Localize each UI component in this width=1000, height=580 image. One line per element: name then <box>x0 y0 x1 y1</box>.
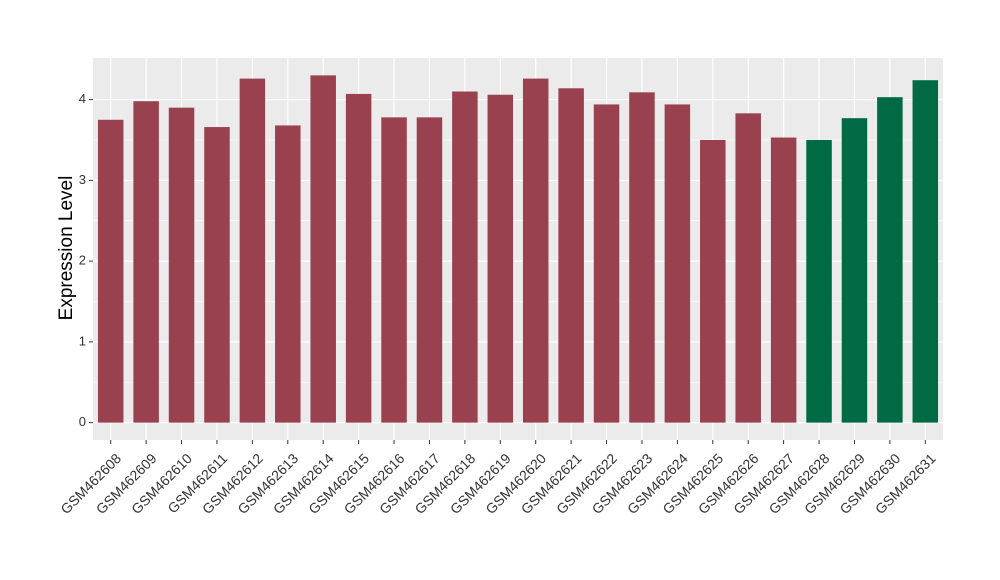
bar <box>239 78 266 423</box>
bar <box>841 118 868 423</box>
bar <box>168 107 195 423</box>
y-tick-label: 1 <box>79 333 86 348</box>
bar <box>452 91 478 423</box>
bar <box>275 125 301 423</box>
bar <box>522 78 549 423</box>
bar <box>629 92 655 423</box>
bar <box>593 104 620 423</box>
bar <box>735 113 761 423</box>
bar <box>877 97 903 423</box>
y-tick-label: 4 <box>79 91 86 106</box>
bar <box>204 127 230 423</box>
y-tick-label: 2 <box>79 253 86 268</box>
bar <box>664 104 691 423</box>
bar <box>806 139 832 423</box>
y-tick-label: 0 <box>79 414 86 429</box>
bar <box>912 80 939 423</box>
y-tick-label: 3 <box>79 172 86 187</box>
bar <box>310 75 336 423</box>
bar <box>381 117 407 423</box>
bar <box>558 88 584 423</box>
bar <box>133 101 159 423</box>
bar <box>770 137 797 423</box>
y-axis-title: Expression Level <box>56 176 77 321</box>
bar <box>700 139 726 423</box>
bar <box>345 93 372 423</box>
bar <box>416 117 443 423</box>
plot-background <box>93 58 943 440</box>
bar <box>97 119 124 423</box>
bar <box>487 94 514 423</box>
